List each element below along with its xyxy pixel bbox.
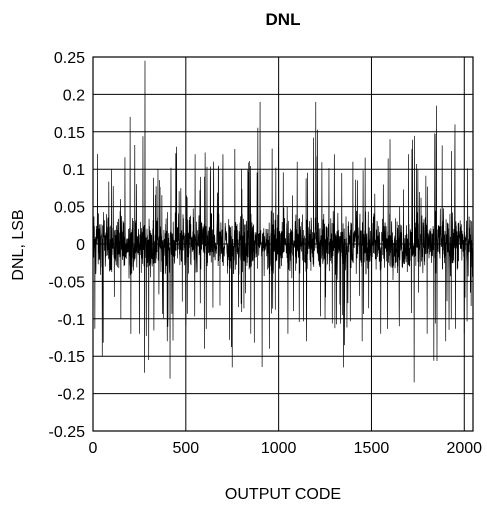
plot-frame [92, 56, 474, 432]
dnl-trace [92, 60, 474, 383]
y-tick-label: -0.1 [57, 312, 85, 329]
y-tick-label: -0.2 [57, 387, 85, 404]
y-tick-label: -0.05 [49, 274, 86, 291]
x-tick-label: 500 [172, 440, 199, 457]
y-tick-labels: 0.25 0.2 0.15 0.1 0.05 0 -0.05 -0.1 -0.15 -0.2 -0.… [49, 50, 86, 441]
chart-title: DNL [266, 10, 301, 29]
y-tick-label: 0.15 [54, 125, 85, 142]
x-tick-labels: 0 500 1000 1500 2000 [89, 440, 483, 457]
y-tick-label: -0.25 [49, 424, 86, 441]
series-line [92, 60, 474, 383]
y-tick-label: 0 [76, 237, 85, 254]
y-tick-label: 0.2 [63, 87, 85, 104]
x-tick-label: 1000 [261, 440, 297, 457]
x-tick-label: 2000 [446, 440, 482, 457]
x-tick-label: 1500 [354, 440, 390, 457]
y-tick-label: -0.15 [49, 349, 86, 366]
y-tick-label: 0.05 [54, 200, 85, 217]
x-tick-label: 0 [89, 440, 98, 457]
y-tick-label: 0.25 [54, 50, 85, 67]
y-axis-label: DNL, LSB [10, 209, 27, 280]
x-axis-label: OUTPUT CODE [225, 486, 341, 503]
y-tick-label: 0.1 [63, 162, 85, 179]
